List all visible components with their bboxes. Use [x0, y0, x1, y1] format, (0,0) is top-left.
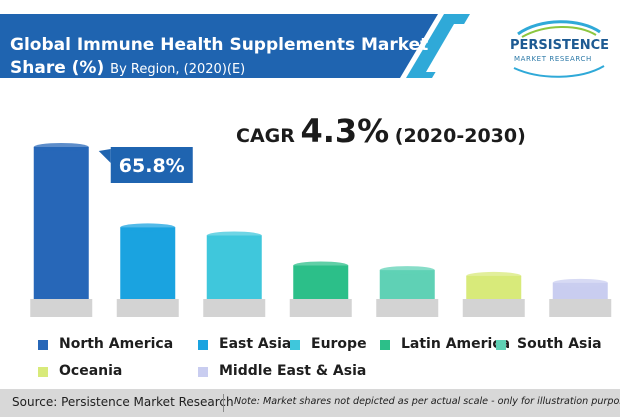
footer-divider: [223, 394, 224, 412]
bar-south-asia: [379, 270, 435, 299]
legend-swatch: [496, 340, 506, 350]
legend-label: East Asia: [219, 336, 292, 352]
data-label-text: 65.8%: [119, 155, 185, 177]
legend-swatch: [198, 367, 208, 377]
legend-swatch: [380, 340, 390, 350]
bar-oceania: [466, 275, 522, 299]
logo-swoosh-icon: [513, 20, 605, 78]
chart-title: Global Immune Health Supplements Market …: [10, 34, 465, 81]
title-main: Global Immune Health Supplements Market …: [10, 35, 429, 78]
cagr-period: (2020-2030): [394, 125, 526, 147]
legend-label: Europe: [311, 336, 367, 352]
bar-base: [376, 299, 439, 317]
legend-label: Middle East & Asia: [219, 363, 367, 379]
footer-source: Source: Persistence Market Research: [12, 395, 234, 409]
bar-base: [462, 299, 525, 317]
bar-cap: [293, 261, 349, 270]
bar-cap: [466, 271, 522, 280]
legend-label: Latin America: [401, 336, 511, 352]
bar-north-america: [33, 147, 89, 299]
bar-base: [203, 299, 266, 317]
bar-cap: [206, 231, 262, 240]
footer: Source: Persistence Market Research Note…: [0, 389, 620, 417]
legend-swatch: [198, 340, 208, 350]
bar-europe: [206, 235, 262, 299]
title-subtitle: By Region, (2020)(E): [110, 62, 246, 77]
legend-label: South Asia: [517, 336, 602, 352]
legend-swatch: [290, 340, 300, 350]
bar-cap: [552, 278, 608, 287]
company-logo: PERSISTENCE MARKET RESEARCH: [500, 20, 612, 80]
bar-cap: [33, 143, 89, 151]
bar-base: [30, 299, 93, 317]
cagr-value: 4.3%: [300, 112, 390, 150]
legend-label: Oceania: [59, 363, 123, 379]
bar-base: [289, 299, 352, 317]
bar-cap: [379, 266, 435, 275]
bar-cap: [120, 223, 176, 232]
logo-line1: PERSISTENCE: [510, 38, 610, 53]
logo-line2: MARKET RESEARCH: [514, 55, 592, 63]
bar-east-asia: [120, 227, 176, 299]
legend-swatch: [38, 367, 48, 377]
legend-label: North America: [59, 336, 174, 352]
title-banner: Global Immune Health Supplements Market …: [0, 14, 470, 88]
footer-note: Note: Market shares not depicted as per …: [234, 396, 620, 407]
bar-base: [549, 299, 612, 317]
banner-shape: [0, 14, 470, 78]
legend-swatch: [38, 340, 48, 350]
bar-base: [116, 299, 179, 317]
bar-middle-east-asia: [552, 282, 608, 299]
cagr-label: CAGR: [236, 125, 295, 147]
bar-latin-america: [293, 265, 349, 299]
data-label-callout: 65.8%: [98, 147, 193, 183]
cagr-callout: CAGR 4.3% (2020-2030): [236, 112, 526, 150]
